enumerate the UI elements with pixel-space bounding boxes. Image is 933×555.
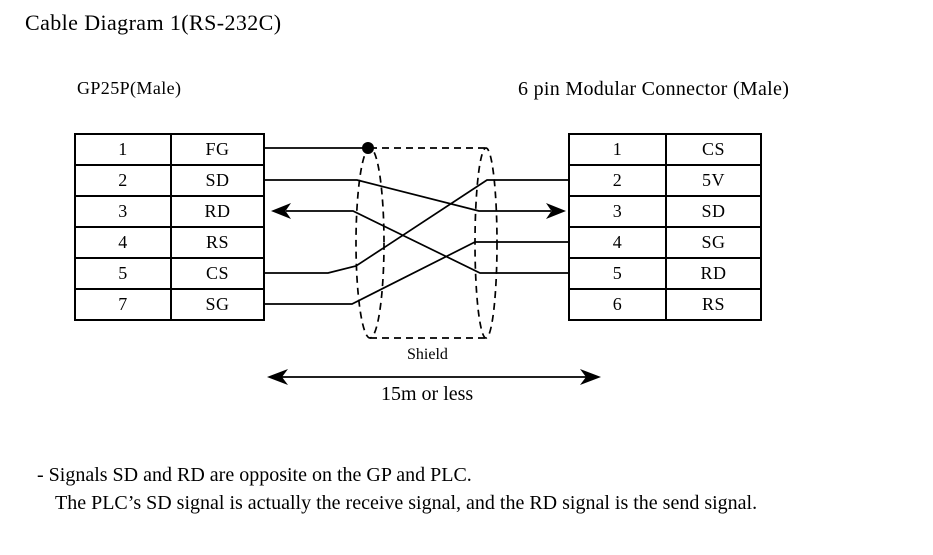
note-line-1: - Signals SD and RD are opposite on the … — [37, 464, 472, 486]
pin-signal: CS — [701, 139, 726, 159]
note-line-2: The PLC’s SD signal is actually the rece… — [55, 492, 758, 514]
wire-rd-to-rd — [286, 210, 568, 274]
table-row: 4 SG — [570, 228, 760, 259]
pin-number: 5 — [570, 259, 667, 288]
table-row: 6 RS — [570, 290, 760, 319]
pin-number: 1 — [76, 135, 172, 164]
length-arrowhead-left-icon — [267, 369, 288, 385]
wire-sd-to-sd — [265, 179, 551, 212]
table-row: 2 5V — [570, 166, 760, 197]
page-title: Cable Diagram 1(RS-232C) — [25, 10, 282, 35]
pin-signal: CS — [205, 263, 230, 283]
table-row: 7 SG — [76, 290, 263, 319]
pin-signal: RD — [700, 263, 727, 283]
shield-left-end — [355, 147, 385, 339]
cable-length-label: 15m or less — [381, 383, 474, 405]
table-row: 3 SD — [570, 197, 760, 228]
left-connector-label: GP25P(Male) — [77, 78, 182, 98]
table-row: 2 SD — [76, 166, 263, 197]
pin-number: 4 — [76, 228, 172, 257]
pin-number: 3 — [76, 197, 172, 226]
arrowhead-right-icon — [546, 203, 566, 219]
shield-junction-dot — [362, 142, 374, 154]
table-row: 3 RD — [76, 197, 263, 228]
pin-signal: FG — [205, 139, 230, 159]
pin-number: 7 — [76, 290, 172, 319]
pin-signal: SD — [701, 201, 726, 221]
table-row: 1 CS — [570, 135, 760, 166]
pin-number: 5 — [76, 259, 172, 288]
table-row: 1 FG — [76, 135, 263, 166]
shield-outline — [355, 147, 498, 339]
table-row: 5 CS — [76, 259, 263, 290]
table-row: 5 RD — [570, 259, 760, 290]
pin-signal: SG — [205, 294, 230, 314]
table-row: 4 RS — [76, 228, 263, 259]
pin-number: 4 — [570, 228, 667, 257]
pin-number: 2 — [76, 166, 172, 195]
pin-number: 3 — [570, 197, 667, 226]
pin-number: 6 — [570, 290, 667, 319]
right-pin-table: 1 CS 2 5V 3 SD 4 SG 5 RD 6 RS — [568, 133, 762, 321]
pin-signal: SD — [205, 170, 230, 190]
arrowhead-left-icon — [271, 203, 291, 219]
shield-right-end — [474, 147, 498, 339]
right-connector-label: 6 pin Modular Connector (Male) — [518, 78, 790, 100]
pin-number: 2 — [570, 166, 667, 195]
pin-signal: RS — [205, 232, 230, 252]
shield-label: Shield — [407, 346, 448, 363]
wire-sg-to-sg — [265, 241, 568, 305]
pin-signal: RS — [701, 294, 726, 314]
pin-signal: SG — [701, 232, 726, 252]
length-arrowhead-right-icon — [580, 369, 601, 385]
pin-signal: RD — [204, 201, 231, 221]
left-pin-table: 1 FG 2 SD 3 RD 4 RS 5 CS 7 SG — [74, 133, 265, 321]
pin-number: 1 — [570, 135, 667, 164]
pin-signal: 5V — [702, 170, 725, 190]
wire-cs-to-5v — [265, 179, 568, 274]
